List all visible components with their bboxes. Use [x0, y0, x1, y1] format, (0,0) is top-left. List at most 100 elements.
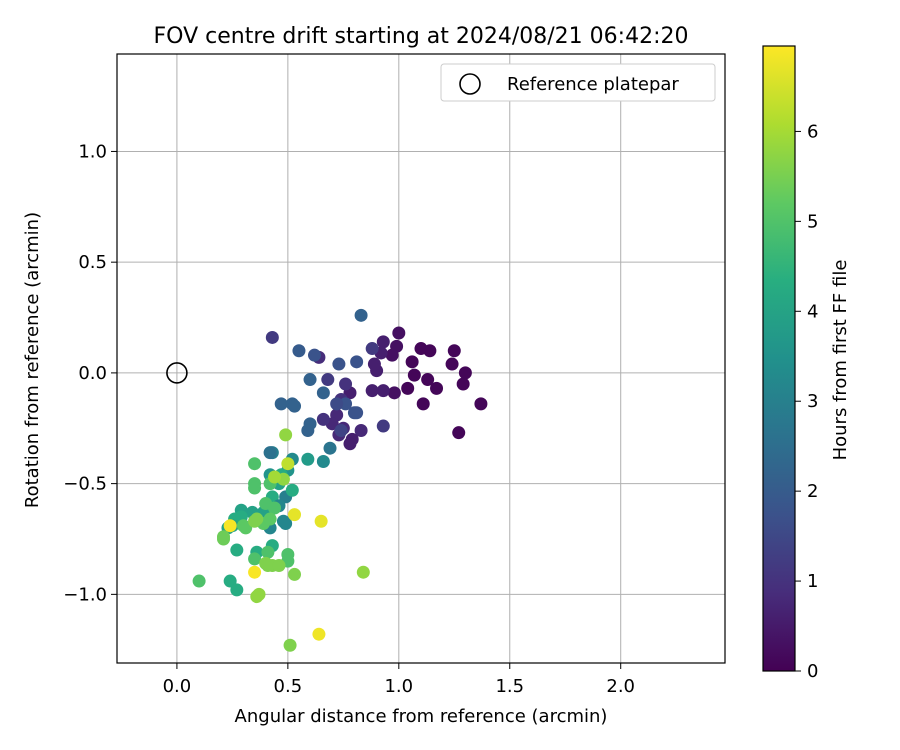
- scatter-point: [401, 381, 415, 395]
- scatter-point: [223, 574, 237, 588]
- scatter-point: [292, 344, 306, 358]
- scatter-point: [303, 373, 317, 387]
- scatter-point: [452, 426, 466, 440]
- legend-marker-icon: [459, 73, 481, 95]
- x-tick-label: 0.5: [274, 676, 303, 697]
- chart-title: FOV centre drift starting at 2024/08/21 …: [154, 24, 689, 49]
- x-axis-ticks: 0.0 0.5 1.0 1.5 2.0: [163, 663, 635, 697]
- scatter-point: [261, 559, 275, 573]
- scatter-point: [445, 357, 459, 371]
- scatter-point: [248, 565, 262, 579]
- scatter-point: [268, 470, 282, 484]
- y-tick-label: 1.0: [78, 141, 107, 162]
- scatter-point: [323, 441, 337, 455]
- scatter-point: [285, 483, 299, 497]
- scatter-point: [248, 481, 262, 495]
- scatter-point: [365, 384, 379, 398]
- scatter-point: [307, 348, 321, 362]
- x-tick-label: 1.5: [495, 676, 524, 697]
- x-axis-label: Angular distance from reference (arcmin): [235, 706, 608, 727]
- scatter-point: [301, 452, 315, 466]
- y-axis-label: Rotation from reference (arcmin): [22, 212, 43, 508]
- y-axis-ticks: −1.0 −0.5 0.0 0.5 1.0: [63, 141, 117, 605]
- data-points: [192, 308, 488, 652]
- scatter-point: [367, 357, 381, 371]
- scatter-point: [321, 373, 335, 387]
- scatter-point: [288, 567, 302, 581]
- scatter-point: [316, 386, 330, 400]
- scatter-point: [350, 406, 364, 420]
- y-tick-label: 0.5: [78, 252, 107, 273]
- colorbar-label: Hours from first FF file: [830, 260, 851, 461]
- scatter-point: [407, 368, 421, 382]
- scatter-point: [376, 419, 390, 433]
- scatter-point: [385, 348, 399, 362]
- scatter-point: [230, 543, 244, 557]
- scatter-point: [192, 574, 206, 588]
- scatter-point: [312, 627, 326, 641]
- colorbar-tick-label: 2: [807, 481, 818, 502]
- scatter-point: [263, 446, 277, 460]
- scatter-point: [316, 454, 330, 468]
- scatter-point: [314, 514, 328, 528]
- scatter-point: [343, 437, 357, 451]
- scatter-point: [248, 514, 262, 528]
- y-tick-label: −0.5: [63, 474, 107, 495]
- scatter-point: [217, 532, 231, 546]
- colorbar-tick-label: 6: [807, 121, 818, 142]
- scatter-point: [223, 519, 237, 533]
- scatter-point: [248, 552, 262, 566]
- scatter-point: [279, 428, 293, 442]
- reference-marker: [166, 362, 188, 384]
- scatter-point: [281, 457, 295, 471]
- scatter-point: [392, 326, 406, 340]
- colorbar-tick-label: 0: [807, 661, 818, 682]
- scatter-point: [283, 638, 297, 652]
- scatter-point: [239, 521, 253, 535]
- scatter-point: [279, 516, 293, 530]
- colorbar: 0 1 2 3 4 5 6 Hours from first FF file: [762, 45, 851, 682]
- x-tick-label: 1.0: [384, 676, 413, 697]
- scatter-point: [474, 397, 488, 411]
- plot-frame: [116, 53, 726, 664]
- scatter-point: [430, 381, 444, 395]
- scatter-point: [405, 355, 419, 369]
- scatter-point: [376, 335, 390, 349]
- scatter-point: [261, 545, 275, 559]
- scatter-point: [458, 366, 472, 380]
- legend: Reference platepar: [440, 63, 716, 102]
- scatter-point: [288, 508, 302, 522]
- colorbar-tick-label: 1: [807, 571, 818, 592]
- scatter-point: [288, 399, 302, 413]
- scatter-point: [316, 412, 330, 426]
- colorbar-gradient: [762, 45, 796, 672]
- y-tick-label: 0.0: [78, 363, 107, 384]
- scatter-point: [421, 373, 435, 387]
- scatter-point: [334, 423, 348, 437]
- scatter-point: [230, 583, 244, 597]
- x-tick-label: 0.0: [163, 676, 192, 697]
- legend-box: [440, 63, 716, 102]
- scatter-point: [350, 355, 364, 369]
- scatter-point: [274, 397, 288, 411]
- scatter-point: [414, 342, 428, 356]
- colorbar-tick-label: 5: [807, 211, 818, 232]
- scatter-point: [456, 377, 470, 391]
- legend-label: Reference platepar: [507, 74, 679, 95]
- scatter-point: [330, 397, 344, 411]
- colorbar-ticks: 0 1 2 3 4 5 6: [795, 121, 818, 682]
- scatter-point: [354, 423, 368, 437]
- grid-lines: [117, 54, 725, 663]
- scatter-point: [354, 308, 368, 322]
- plot-area: [117, 54, 725, 663]
- scatter-point: [356, 565, 370, 579]
- scatter-point: [301, 423, 315, 437]
- scatter-point: [268, 501, 282, 515]
- scatter-point: [416, 397, 430, 411]
- y-tick-label: −1.0: [63, 584, 107, 605]
- x-tick-label: 2.0: [606, 676, 635, 697]
- scatter-point: [387, 386, 401, 400]
- scatter-point: [272, 559, 286, 573]
- scatter-point: [250, 590, 264, 604]
